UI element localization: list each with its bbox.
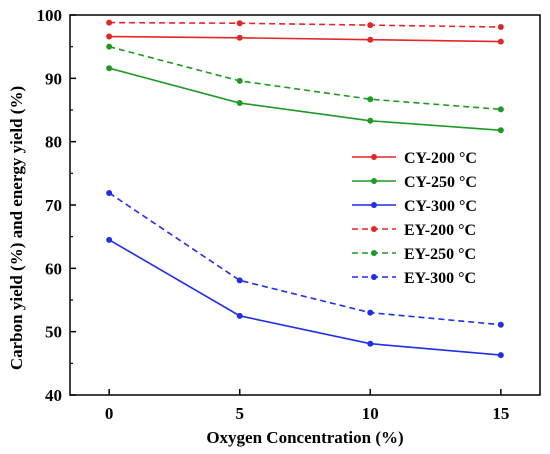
data-point bbox=[367, 117, 374, 124]
data-point bbox=[236, 77, 243, 84]
data-point bbox=[497, 106, 504, 113]
y-tick-label: 40 bbox=[45, 386, 62, 405]
data-point bbox=[367, 340, 374, 347]
data-point bbox=[367, 309, 374, 316]
legend-item: EY-300 °C bbox=[352, 270, 476, 287]
legend-swatch-marker bbox=[371, 250, 377, 256]
x-tick-label: 5 bbox=[235, 404, 244, 423]
axis-ticks: 0 5 10 15 40 50 60 70 80 90 100 bbox=[37, 6, 510, 423]
series-3 bbox=[106, 19, 504, 31]
data-point bbox=[367, 22, 374, 29]
series-0 bbox=[106, 33, 504, 45]
series-1 bbox=[106, 65, 504, 134]
series-line bbox=[108, 192, 501, 326]
x-tick-label: 15 bbox=[492, 404, 509, 423]
legend-label: EY-200 °C bbox=[404, 222, 476, 239]
y-tick-label: 50 bbox=[45, 323, 62, 342]
series-2 bbox=[106, 236, 504, 359]
series-5 bbox=[106, 189, 504, 328]
y-tick-label: 90 bbox=[45, 69, 62, 88]
x-axis-title: Oxygen Concentration (%) bbox=[206, 428, 403, 447]
legend-item: CY-200 °C bbox=[352, 150, 477, 167]
data-point bbox=[106, 236, 113, 243]
data-point bbox=[236, 100, 243, 107]
data-point bbox=[367, 96, 374, 103]
legend: CY-200 °C CY-250 °C CY-300 °C EY-200 °C EY-2… bbox=[352, 150, 477, 287]
legend-label: CY-250 °C bbox=[404, 174, 477, 191]
legend-swatch-marker bbox=[371, 178, 377, 184]
y-tick-label: 70 bbox=[45, 196, 62, 215]
series-line bbox=[108, 67, 501, 132]
data-point bbox=[106, 19, 113, 26]
legend-item: CY-250 °C bbox=[352, 174, 477, 191]
data-point bbox=[497, 24, 504, 31]
series-line bbox=[108, 45, 501, 111]
data-point bbox=[236, 312, 243, 319]
series-line bbox=[109, 21, 501, 28]
data-point bbox=[106, 65, 113, 72]
data-point bbox=[106, 43, 113, 50]
legend-item: EY-250 °C bbox=[352, 246, 476, 263]
y-tick-label: 60 bbox=[45, 259, 62, 278]
y-tick-label: 80 bbox=[45, 133, 62, 152]
data-point bbox=[497, 321, 504, 328]
legend-item: EY-200 °C bbox=[352, 222, 476, 239]
legend-swatch-marker bbox=[371, 226, 377, 232]
data-point bbox=[497, 352, 504, 359]
data-point bbox=[497, 127, 504, 134]
data-point bbox=[106, 33, 113, 40]
legend-swatch-marker bbox=[371, 202, 377, 208]
x-tick-label: 10 bbox=[362, 404, 379, 423]
series-line bbox=[109, 35, 501, 43]
legend-swatch-marker bbox=[371, 154, 377, 160]
legend-label: EY-300 °C bbox=[404, 270, 476, 287]
series-4 bbox=[106, 43, 504, 113]
x-tick-label: 0 bbox=[105, 404, 114, 423]
data-point bbox=[236, 20, 243, 27]
series-line bbox=[108, 239, 501, 356]
y-tick-label: 100 bbox=[37, 6, 63, 25]
data-point bbox=[236, 34, 243, 41]
legend-label: CY-200 °C bbox=[404, 150, 477, 167]
legend-label: EY-250 °C bbox=[404, 246, 476, 263]
legend-swatch-marker bbox=[371, 274, 377, 280]
data-point bbox=[236, 277, 243, 284]
legend-item: CY-300 °C bbox=[352, 198, 477, 215]
data-point bbox=[106, 189, 113, 196]
y-axis-title: Carbon yield (%) and energy yield (%) bbox=[7, 86, 26, 370]
series-lines bbox=[106, 19, 504, 359]
legend-label: CY-300 °C bbox=[404, 198, 477, 215]
data-point bbox=[497, 38, 504, 45]
data-point bbox=[367, 36, 374, 43]
